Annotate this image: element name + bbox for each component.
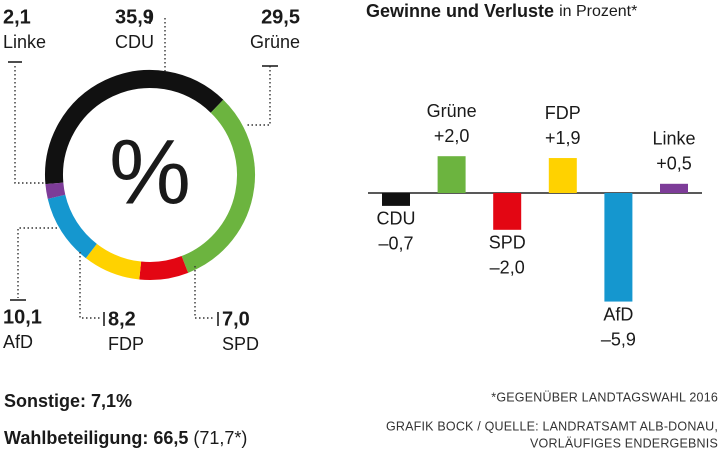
leader-line (245, 66, 271, 126)
value-label: –0,7 (378, 234, 413, 254)
bar-title: Gewinne und Verluste in Prozent* (366, 1, 637, 21)
value-label: +2,0 (434, 126, 470, 146)
value-label: –2,0 (490, 258, 525, 278)
title: Gewinne und Verluste (366, 1, 554, 21)
category-label: SPD (489, 233, 526, 253)
footnote: *GEGENÜBER LANDTAGSWAHL 2016 (491, 390, 718, 404)
leader-line (14, 66, 45, 184)
category-label: AfD (3, 332, 33, 352)
bar (493, 193, 522, 230)
turnout-previous: (71,7*) (193, 428, 247, 448)
source: GRAFIK BOCK / QUELLE: LANDRATSAMT ALB-DO… (386, 419, 718, 433)
category-label: Linke (3, 32, 46, 52)
value-label: 35,9 (115, 6, 154, 28)
category-label: Grüne (427, 101, 477, 121)
others: Sonstige: 7,1% (4, 391, 132, 411)
value-label: 10,1 (3, 306, 42, 328)
category-label: CDU (115, 32, 154, 52)
category-label: FDP (545, 103, 581, 123)
category-label: AfD (603, 304, 633, 324)
bar (660, 183, 688, 193)
donut-segment (45, 70, 224, 185)
donut-segment (45, 182, 66, 199)
turnout-value: Wahlbeteiligung: 66,5 (4, 428, 188, 448)
category-label: SPD (222, 334, 259, 354)
bar (437, 156, 466, 193)
value-label: 29,5 (261, 6, 300, 28)
bar (604, 193, 633, 302)
category-label: CDU (377, 209, 416, 229)
donut-segment (85, 243, 142, 280)
turnout: Wahlbeteiligung: 66,5 (71,7*) (4, 428, 247, 448)
donut-segment (47, 194, 98, 259)
category-label: Linke (652, 129, 695, 149)
category-label: Grüne (250, 32, 300, 52)
value-label: +1,9 (545, 128, 581, 148)
value-label: 8,2 (108, 308, 136, 330)
value-label: 7,0 (222, 308, 250, 330)
donut-segment (139, 255, 189, 280)
category-label: FDP (108, 334, 144, 354)
source: VORLÄUFIGES ENDERGEBNIS (530, 436, 718, 450)
value-label: 2,1 (3, 6, 31, 28)
value-label: +0,5 (656, 154, 692, 174)
leader-line (17, 227, 57, 298)
subtitle: in Prozent* (559, 3, 637, 20)
bar (382, 193, 410, 206)
leader-line (194, 266, 214, 319)
center-label: % (109, 121, 191, 223)
bar (548, 158, 577, 193)
donut-segment (181, 99, 255, 273)
value-label: –5,9 (601, 329, 636, 349)
